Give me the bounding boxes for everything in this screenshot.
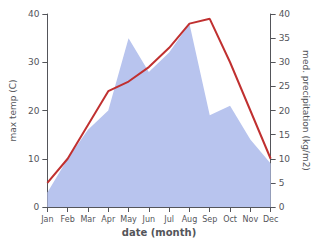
svg-text:med. precipitation (kg/m2): med. precipitation (kg/m2) xyxy=(301,50,311,171)
svg-text:Nov: Nov xyxy=(243,215,259,224)
svg-text:Jun: Jun xyxy=(142,215,156,224)
svg-text:Apr: Apr xyxy=(101,215,116,224)
svg-text:May: May xyxy=(120,215,137,224)
svg-text:10: 10 xyxy=(28,154,40,164)
svg-text:35: 35 xyxy=(279,33,290,43)
svg-text:Dec: Dec xyxy=(263,215,278,224)
svg-text:30: 30 xyxy=(28,57,40,67)
svg-text:Jul: Jul xyxy=(163,215,174,224)
svg-text:Mar: Mar xyxy=(80,215,96,224)
svg-text:20: 20 xyxy=(28,106,40,116)
svg-text:10: 10 xyxy=(279,154,291,164)
svg-text:Feb: Feb xyxy=(61,215,75,224)
svg-text:15: 15 xyxy=(279,130,290,140)
svg-text:0: 0 xyxy=(279,202,285,212)
svg-text:Sep: Sep xyxy=(202,215,217,224)
svg-text:30: 30 xyxy=(279,57,291,67)
svg-text:date (month): date (month) xyxy=(122,227,196,238)
svg-text:20: 20 xyxy=(279,106,291,116)
svg-text:max temp (C): max temp (C) xyxy=(8,79,18,141)
svg-text:0: 0 xyxy=(34,202,40,212)
svg-text:Oct: Oct xyxy=(223,215,237,224)
svg-text:Aug: Aug xyxy=(182,215,198,224)
svg-text:40: 40 xyxy=(279,9,291,19)
svg-text:40: 40 xyxy=(28,9,40,19)
svg-text:25: 25 xyxy=(279,81,290,91)
svg-text:Jan: Jan xyxy=(40,215,53,224)
svg-text:5: 5 xyxy=(279,178,285,188)
